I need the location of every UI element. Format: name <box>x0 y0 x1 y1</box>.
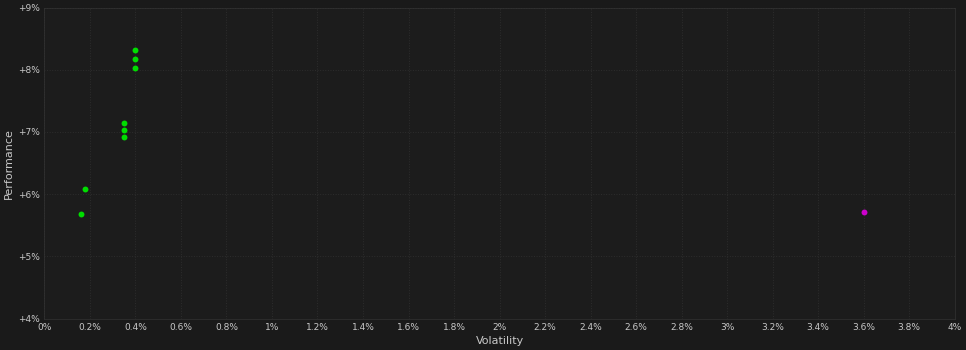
Point <box>73 211 89 217</box>
Point <box>116 134 131 140</box>
Point <box>116 127 131 133</box>
Point <box>128 65 143 71</box>
Point <box>128 47 143 53</box>
Point <box>116 120 131 125</box>
X-axis label: Volatility: Volatility <box>475 336 524 346</box>
Point <box>856 209 871 214</box>
Point <box>77 187 93 192</box>
Point <box>128 56 143 62</box>
Y-axis label: Performance: Performance <box>4 128 14 198</box>
